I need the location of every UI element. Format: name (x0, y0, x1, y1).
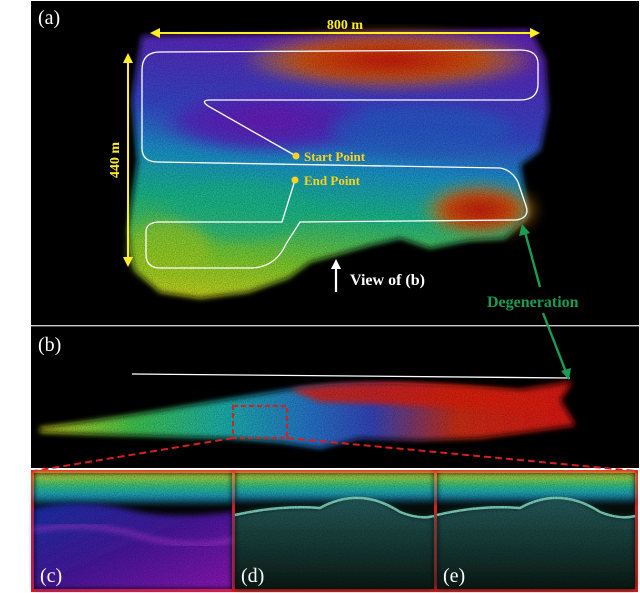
panel-a: 800 m 440 m Start Point End Point View o… (31, 1, 639, 325)
view-direction-indicator: View of (b) (331, 259, 425, 292)
zoom-line-left (33, 437, 234, 472)
degeneration-arrow-down (541, 312, 568, 373)
panel-b: Degeneration (b) (31, 224, 639, 472)
zoom-panels: (c) (d) (e) (31, 470, 638, 592)
view-of-b-label: View of (b) (350, 272, 425, 289)
width-label: 800 m (327, 18, 364, 33)
side-view-point-cloud (40, 382, 575, 448)
panel-c-label: (c) (40, 565, 62, 587)
end-point-label: End Point (304, 173, 361, 188)
panel-e: (e) (436, 473, 636, 589)
zoom-line-right (286, 437, 637, 472)
panel-a-label: (a) (38, 7, 60, 29)
trajectory (141, 49, 539, 269)
height-dimension: 440 m (108, 53, 133, 267)
panel-d-label: (d) (241, 565, 264, 587)
up-arrow-icon (331, 259, 341, 269)
degeneration-label: Degeneration (487, 294, 579, 311)
start-point-label: Start Point (304, 149, 366, 164)
height-label: 440 m (108, 142, 123, 179)
zoom-region-box (232, 405, 288, 439)
width-dimension: 800 m (150, 18, 540, 38)
panel-d: (d) (234, 473, 435, 589)
top-view-height-map (128, 30, 548, 298)
degeneration-arrow-up (523, 231, 542, 288)
end-point-marker (291, 176, 299, 184)
side-trajectory (131, 373, 571, 379)
panel-b-label: (b) (38, 334, 61, 356)
start-point-marker (292, 152, 300, 160)
panel-e-label: (e) (443, 565, 465, 587)
panel-c: (c) (33, 473, 233, 589)
